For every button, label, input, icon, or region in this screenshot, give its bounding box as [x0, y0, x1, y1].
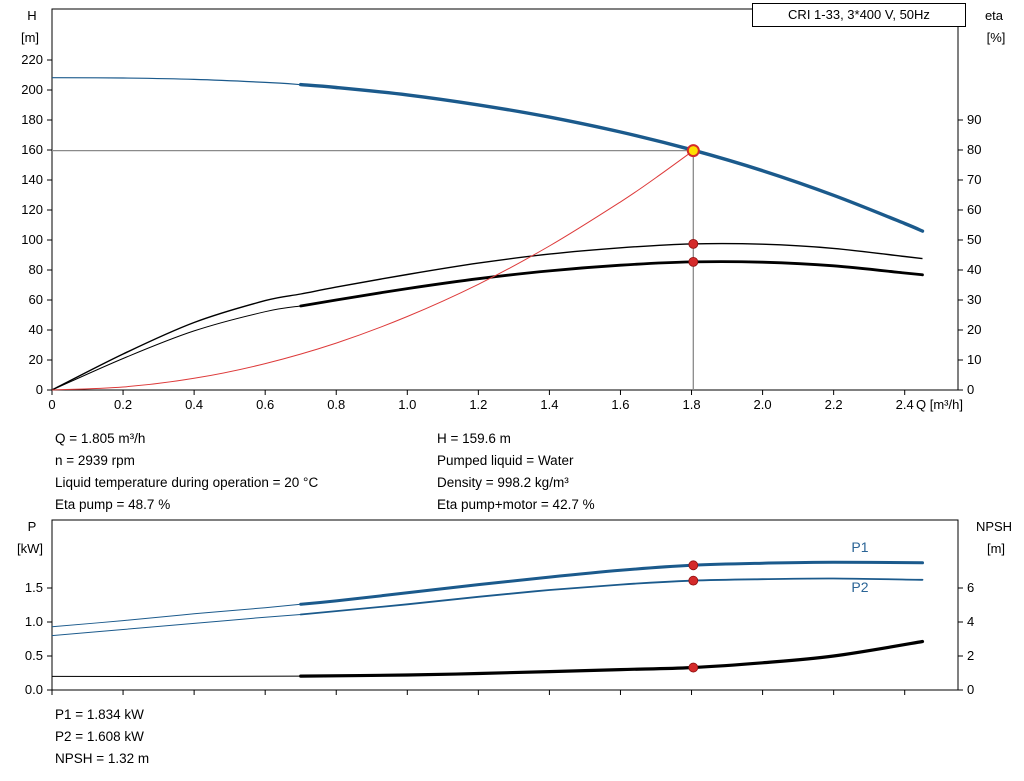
left-tick-label: 60 [29, 292, 43, 307]
plot-frame-1 [51, 519, 959, 691]
info-p1: P1 = 1.834 kW [55, 707, 144, 722]
left-axis-unit: [m] [21, 30, 39, 45]
x-tick-label: 1.0 [398, 397, 416, 412]
right-tick-label: 4 [967, 614, 974, 629]
right-tick-label: 0 [967, 382, 974, 397]
left-tick-label: 180 [21, 112, 43, 127]
left-tick-label: 20 [29, 352, 43, 367]
plot-frame-0 [51, 8, 959, 391]
left-axis-unit: [kW] [17, 541, 43, 556]
p2-curve [299, 577, 924, 616]
left-tick-label: 40 [29, 322, 43, 337]
eta-pump-motor-curve-thin [51, 305, 301, 391]
left-tick-label: 1.0 [25, 614, 43, 629]
left-tick-label: 80 [29, 262, 43, 277]
right-axis-unit: [m] [987, 541, 1005, 556]
eta-pump-curve [51, 242, 923, 391]
left-axis-label: P [28, 519, 37, 534]
p2-point[interactable] [688, 575, 699, 586]
left-tick-label: 140 [21, 172, 43, 187]
eta-pump-motor-point[interactable] [688, 256, 699, 267]
info-eta-pump-motor: Eta pump+motor = 42.7 % [437, 497, 595, 512]
series-label-p1: P1 [851, 539, 868, 555]
x-tick-label: 0.2 [114, 397, 132, 412]
left-tick-label: 1.5 [25, 580, 43, 595]
eta-pump-point[interactable] [688, 238, 699, 249]
x-tick-label: 1.6 [611, 397, 629, 412]
p2-curve-thin [51, 614, 301, 637]
info-density: Density = 998.2 kg/m³ [437, 475, 569, 490]
info-head: H = 159.6 m [437, 431, 511, 446]
p1-curve-thin [51, 603, 301, 628]
x-tick-label: 2.2 [825, 397, 843, 412]
right-tick-label: 10 [967, 352, 981, 367]
power-info: P1 = 1.834 kW P2 = 1.608 kW NPSH = 1.32 … [55, 704, 149, 770]
x-tick-label: 0 [48, 397, 55, 412]
info-speed: n = 2939 rpm [55, 453, 135, 468]
left-tick-label: 0 [36, 382, 43, 397]
left-tick-label: 100 [21, 232, 43, 247]
left-tick-label: 160 [21, 142, 43, 157]
right-tick-label: 6 [967, 580, 974, 595]
left-tick-label: 220 [21, 52, 43, 67]
info-flow: Q = 1.805 m³/h [55, 431, 146, 446]
head-curve-thin [51, 77, 301, 86]
right-tick-label: 40 [967, 262, 981, 277]
series-label-p2: P2 [851, 579, 868, 595]
info-eta-pump: Eta pump = 48.7 % [55, 497, 171, 512]
x-tick-label: 2.4 [896, 397, 914, 412]
chart-title-box: CRI 1-33, 3*400 V, 50Hz [752, 3, 966, 27]
left-tick-label: 200 [21, 82, 43, 97]
left-axis-label: H [27, 8, 36, 23]
head-curve [299, 82, 925, 233]
p1-curve [299, 560, 924, 606]
right-tick-label: 60 [967, 202, 981, 217]
right-tick-label: 90 [967, 112, 981, 127]
info-npsh: NPSH = 1.32 m [55, 751, 150, 766]
system-curve [51, 150, 694, 391]
x-tick-label: 0.4 [185, 397, 203, 412]
p1-point[interactable] [688, 560, 699, 571]
info-p2: P2 = 1.608 kW [55, 729, 144, 744]
x-tick-label: 1.2 [469, 397, 487, 412]
right-tick-label: 0 [967, 682, 974, 697]
right-tick-label: 2 [967, 648, 974, 663]
right-axis-label: NPSH [976, 519, 1012, 534]
duty-info-left: Q = 1.805 m³/h n = 2939 rpm Liquid tempe… [55, 428, 318, 516]
x-tick-label: 0.6 [256, 397, 274, 412]
x-tick-label: 1.4 [540, 397, 558, 412]
npsh-point[interactable] [688, 662, 699, 673]
duty-point[interactable] [686, 144, 700, 158]
x-tick-label: 1.8 [682, 397, 700, 412]
npsh-curve [299, 639, 925, 678]
right-axis-label: eta [985, 8, 1004, 23]
x-tick-label: 0.8 [327, 397, 345, 412]
right-axis-unit: [%] [987, 30, 1006, 45]
right-tick-label: 80 [967, 142, 981, 157]
right-tick-label: 70 [967, 172, 981, 187]
left-tick-label: 120 [21, 202, 43, 217]
right-tick-label: 20 [967, 322, 981, 337]
left-tick-label: 0.5 [25, 648, 43, 663]
left-tick-label: 0.0 [25, 682, 43, 697]
info-liquid-temperature: Liquid temperature during operation = 20… [55, 475, 319, 490]
x-tick-label: 2.0 [754, 397, 772, 412]
info-pumped-liquid: Pumped liquid = Water [437, 453, 574, 468]
eta-pump-motor-curve [299, 260, 924, 308]
x-axis-label: Q [m³/h] [916, 397, 963, 412]
right-tick-label: 50 [967, 232, 981, 247]
duty-info-right: H = 159.6 m Pumped liquid = Water Densit… [437, 428, 595, 516]
right-tick-label: 30 [967, 292, 981, 307]
